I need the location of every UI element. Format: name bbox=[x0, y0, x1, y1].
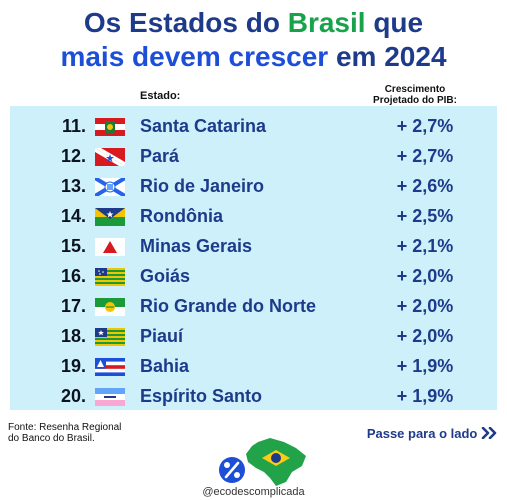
table-row: 20. Espírito Santo + 1,9% bbox=[10, 381, 497, 411]
title-highlight-grow: mais devem crescer bbox=[60, 41, 329, 72]
source-line-1: Fonte: Resenha Regional bbox=[8, 422, 122, 433]
title-line-1-prefix: Os Estados do bbox=[83, 7, 288, 38]
row-state-name: Santa Catarina bbox=[140, 116, 267, 136]
table-row: 12. Pará + 2,7% bbox=[10, 141, 497, 171]
table-row: 11. Santa Catarina + 2,7% bbox=[10, 111, 497, 141]
table-row: 15. Minas Gerais + 2,1% bbox=[10, 231, 497, 261]
row-state-name: Rio de Janeiro bbox=[140, 176, 265, 196]
row-growth-value: + 2,7% bbox=[396, 116, 454, 136]
row-rank: 17. bbox=[60, 296, 86, 316]
santa-catarina-flag-icon bbox=[95, 118, 125, 136]
row-state-name: Piauí bbox=[140, 326, 184, 346]
title-line-2: mais devem crescer em 2024 bbox=[0, 40, 507, 74]
row-state-name: Goiás bbox=[140, 266, 191, 286]
row-growth-value: + 2,7% bbox=[396, 146, 454, 166]
row-state-name: Espírito Santo bbox=[140, 386, 263, 406]
row-rank: 14. bbox=[60, 206, 86, 226]
title-line-2-suffix: em 2024 bbox=[328, 41, 447, 72]
column-header-growth: Crescimento Projetado do PIB: bbox=[352, 84, 478, 106]
source-line-2: do Banco do Brasil. bbox=[8, 433, 95, 444]
row-growth-value: + 2,0% bbox=[396, 266, 454, 286]
row-state-name: Pará bbox=[140, 146, 180, 166]
brazil-map-icon bbox=[246, 438, 306, 486]
row-rank: 11. bbox=[61, 116, 86, 136]
social-handle: @ecodescomplicada bbox=[202, 486, 305, 498]
row-growth-value: + 1,9% bbox=[396, 356, 454, 376]
swipe-next-label: Passe para o lado bbox=[366, 426, 478, 441]
title-line-1: Os Estados do Brasil que bbox=[0, 6, 507, 40]
row-growth-value: + 1,9% bbox=[396, 386, 454, 406]
table-row: 16. Goiás + 2,0% bbox=[10, 261, 497, 291]
rio-grande-do-norte-flag-icon bbox=[95, 298, 125, 316]
row-growth-value: + 2,6% bbox=[396, 176, 454, 196]
double-chevron-right-icon bbox=[481, 426, 497, 440]
table-row: 13. Rio de Janeiro + 2,6% bbox=[10, 171, 497, 201]
row-state-name: Bahia bbox=[140, 356, 190, 376]
table-row: 17. Rio Grande do Norte + 2,0% bbox=[10, 291, 497, 321]
row-growth-value: + 2,1% bbox=[396, 236, 454, 256]
goias-flag-icon bbox=[95, 268, 125, 286]
espirito-santo-flag-icon bbox=[95, 388, 125, 406]
source-note: Fonte: Resenha Regional do Banco do Bras… bbox=[8, 422, 121, 444]
piaui-flag-icon bbox=[95, 328, 125, 346]
table-row: 14. Rondônia + 2,5% bbox=[10, 201, 497, 231]
title-highlight-brasil: Brasil bbox=[287, 7, 366, 38]
row-rank: 18. bbox=[60, 326, 86, 346]
bahia-flag-icon bbox=[95, 358, 125, 376]
row-growth-value: + 2,0% bbox=[396, 326, 454, 346]
row-rank: 19. bbox=[60, 356, 86, 376]
column-header-state: Estado: bbox=[140, 90, 181, 102]
row-rank: 20. bbox=[60, 386, 86, 406]
page-title: Os Estados do Brasil que mais devem cres… bbox=[0, 6, 507, 74]
rio-de-janeiro-flag-icon bbox=[93, 176, 127, 198]
row-state-name: Rondônia bbox=[140, 206, 223, 226]
table-row: 19. Bahia + 1,9% bbox=[10, 351, 497, 381]
row-rank: 16. bbox=[60, 266, 86, 286]
row-rank: 12. bbox=[60, 146, 86, 166]
ranking-table-background bbox=[10, 106, 497, 410]
para-flag-icon bbox=[95, 148, 125, 166]
row-rank: 13. bbox=[60, 176, 86, 196]
table-row: 18. Piauí + 2,0% bbox=[10, 321, 497, 351]
swipe-next-button[interactable]: Passe para o lado bbox=[367, 426, 499, 441]
brand-logo bbox=[219, 438, 306, 486]
title-line-1-suffix: que bbox=[365, 7, 424, 38]
column-header-growth-line-1: Crescimento bbox=[384, 84, 446, 95]
row-state-name: Rio Grande do Norte bbox=[140, 296, 317, 316]
rondonia-flag-icon bbox=[95, 208, 125, 226]
column-header-growth-line-2: Projetado do PIB: bbox=[373, 95, 457, 106]
row-growth-value: + 2,5% bbox=[396, 206, 454, 226]
row-growth-value: + 2,0% bbox=[396, 296, 454, 316]
row-state-name: Minas Gerais bbox=[140, 236, 253, 256]
minas-gerais-flag-icon bbox=[95, 238, 125, 256]
percent-icon bbox=[219, 457, 245, 483]
row-rank: 15. bbox=[60, 236, 86, 256]
